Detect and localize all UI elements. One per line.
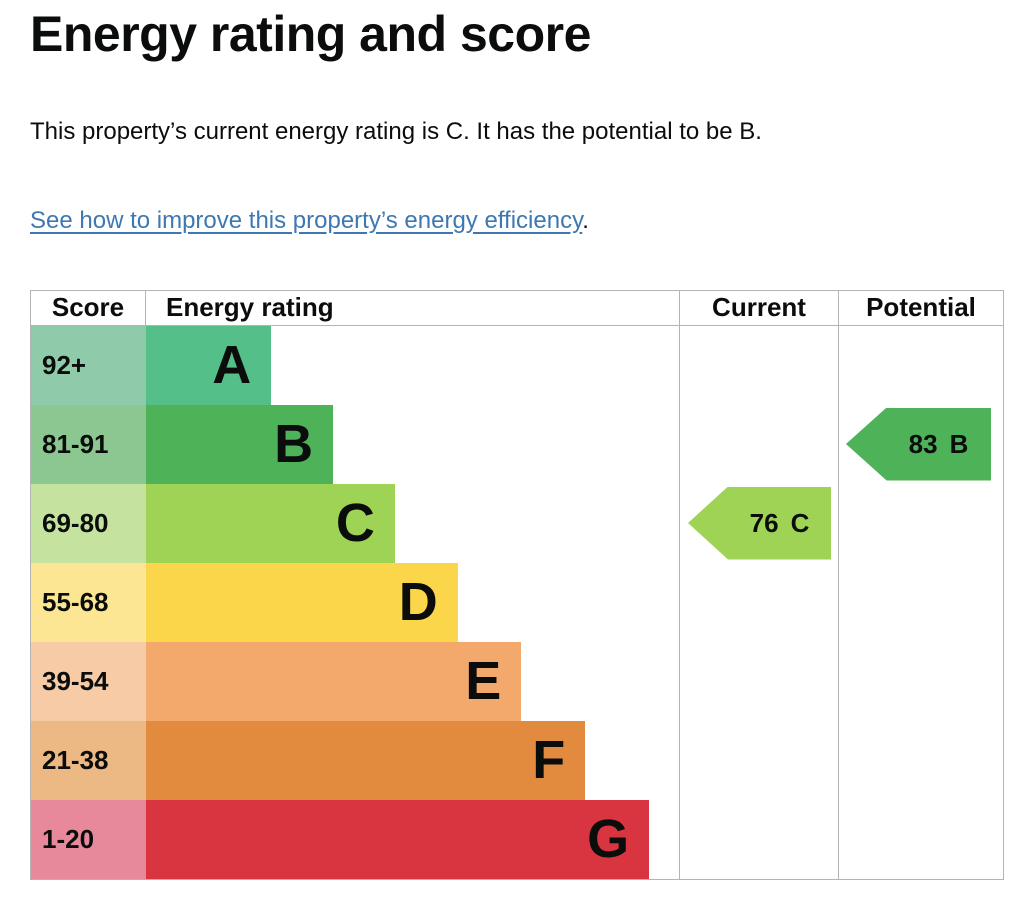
current-cell-a — [679, 325, 838, 405]
potential-cell-g — [838, 799, 1003, 879]
band-bar-b: B — [146, 404, 334, 484]
improve-efficiency-link[interactable]: See how to improve this property’s energ… — [30, 206, 583, 234]
rating-summary-text: This property’s current energy rating is… — [30, 117, 762, 145]
current-cell-d — [679, 562, 838, 642]
column-header-score: Score — [31, 290, 146, 326]
band-bar-d: D — [146, 562, 458, 642]
column-header-current: Current — [679, 290, 838, 326]
band-letter-e: E — [465, 651, 502, 711]
band-bar-g: G — [146, 799, 650, 879]
score-range-f: 21-38 — [31, 720, 146, 800]
current-cell-c: 76 C — [679, 483, 838, 563]
column-header-potential: Potential — [838, 290, 1003, 326]
band-row-g: G — [146, 799, 679, 879]
current-cell-e — [679, 641, 838, 721]
potential-rating-arrow: 83 B — [846, 407, 991, 481]
page-title: Energy rating and score — [30, 6, 591, 62]
link-period: . — [582, 206, 589, 234]
band-letter-g: G — [587, 809, 630, 869]
improve-line: See how to improve this property’s energ… — [30, 207, 994, 235]
band-bar-c: C — [146, 483, 395, 563]
band-row-a: A — [146, 325, 679, 405]
band-letter-c: C — [335, 493, 375, 553]
score-range-c: 69-80 — [31, 483, 146, 563]
potential-band: B — [949, 428, 969, 459]
current-cell-g — [679, 799, 838, 879]
band-letter-b: B — [274, 414, 314, 474]
score-range-b: 81-91 — [31, 404, 146, 484]
epc-rating-table: Score Energy rating Current Potential 92… — [30, 289, 1004, 880]
current-band: C — [790, 507, 810, 538]
current-cell-b — [679, 404, 838, 484]
page: Energy rating and score This property’s … — [30, 6, 1004, 880]
current-score: 76 — [749, 507, 779, 538]
band-row-d: D — [146, 562, 679, 642]
score-range-a: 92+ — [31, 325, 146, 405]
band-letter-a: A — [212, 335, 252, 395]
potential-cell-e — [838, 641, 1003, 721]
potential-cell-c — [838, 483, 1003, 563]
current-rating-arrow: 76 C — [688, 486, 831, 560]
band-bar-a: A — [146, 325, 272, 405]
potential-cell-d — [838, 562, 1003, 642]
band-row-b: B — [146, 404, 679, 484]
potential-score: 83 — [908, 428, 938, 459]
band-bar-e: E — [146, 641, 522, 721]
score-range-g: 1-20 — [31, 799, 146, 879]
band-letter-d: D — [398, 572, 438, 632]
band-bar-f: F — [146, 720, 586, 800]
potential-cell-f — [838, 720, 1003, 800]
current-cell-f — [679, 720, 838, 800]
band-row-c: C — [146, 483, 679, 563]
score-range-d: 55-68 — [31, 562, 146, 642]
column-header-rating: Energy rating — [146, 291, 679, 326]
band-row-e: E — [146, 641, 679, 721]
band-letter-f: F — [532, 730, 566, 790]
score-range-e: 39-54 — [31, 641, 146, 721]
potential-cell-b: 83 B — [838, 404, 1003, 484]
band-row-f: F — [146, 720, 679, 800]
potential-cell-a — [838, 325, 1003, 405]
